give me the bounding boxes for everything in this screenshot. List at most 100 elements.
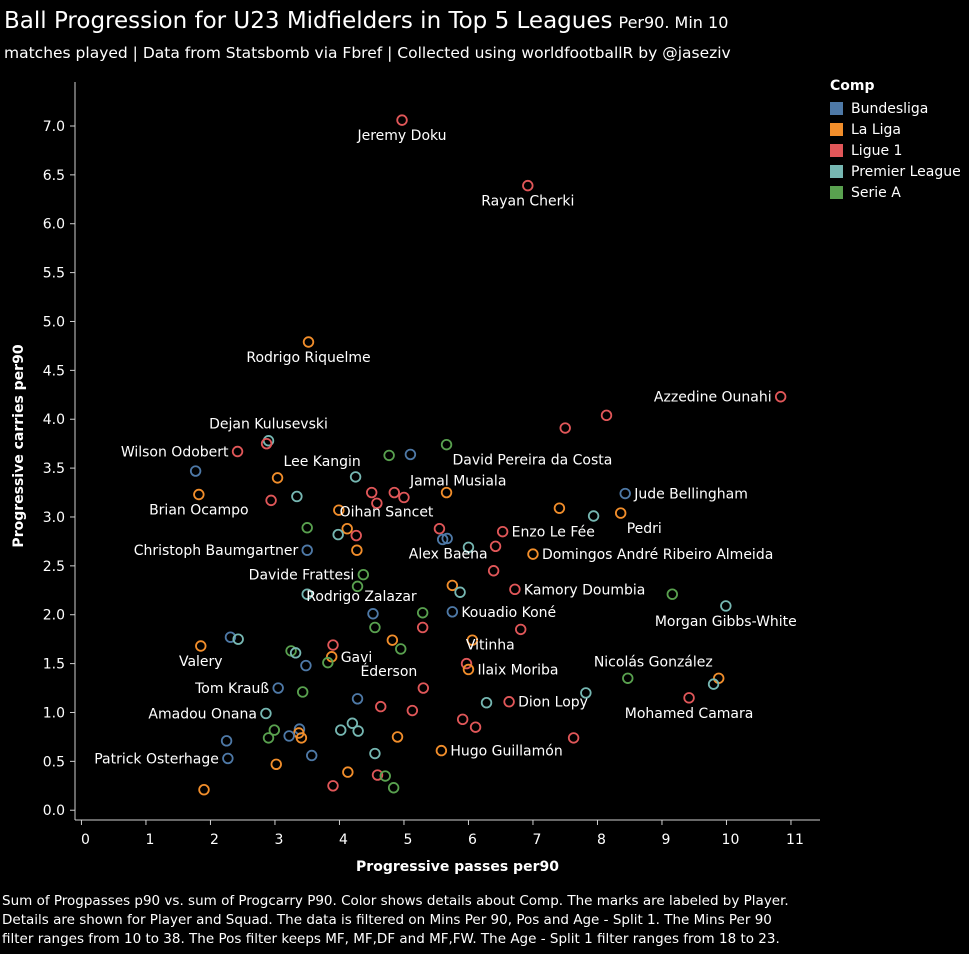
data-point — [322, 656, 334, 669]
chart-title-suffix: Per90. Min 10 — [618, 13, 729, 32]
x-tick-label: 9 — [662, 832, 671, 848]
chart-subtitle: matches played | Data from Statsbomb via… — [4, 44, 731, 62]
data-point — [367, 608, 379, 620]
data-point — [503, 696, 515, 708]
x-tick-label: 2 — [210, 832, 219, 848]
point-label: Amadou Onana — [148, 706, 257, 722]
point-label: Gavi — [341, 650, 373, 666]
data-point — [301, 544, 313, 556]
data-point — [265, 494, 277, 507]
data-point — [489, 540, 502, 553]
data-point — [296, 686, 309, 698]
data-point — [371, 769, 384, 781]
data-point — [587, 510, 600, 522]
data-point — [335, 724, 347, 736]
y-tick-label: 4.0 — [43, 412, 65, 428]
point-label: Tom Krauß — [194, 681, 269, 697]
data-point — [466, 634, 479, 646]
data-point — [416, 607, 429, 619]
legend-item-ligue-1[interactable]: Ligue 1 — [830, 140, 961, 161]
data-point — [283, 730, 295, 742]
x-tick-label: 3 — [274, 832, 283, 848]
data-point — [559, 422, 571, 434]
legend-label: Ligue 1 — [851, 142, 903, 159]
data-point — [272, 682, 284, 694]
data-point — [386, 634, 399, 646]
legend-item-la-liga[interactable]: La Liga — [830, 119, 961, 140]
data-point — [446, 606, 459, 618]
data-point — [302, 336, 315, 348]
legend-label: Bundesliga — [851, 100, 929, 117]
point-label: Ilaix Moriba — [477, 662, 558, 678]
x-tick-label: 8 — [597, 832, 606, 848]
data-point — [446, 579, 459, 592]
chart-title-main: Ball Progression for U23 Midfielders in … — [4, 8, 613, 34]
data-point — [462, 663, 475, 676]
data-point — [619, 487, 631, 500]
data-point — [713, 672, 725, 684]
x-tick-label: 4 — [339, 832, 348, 848]
data-point — [295, 732, 308, 744]
data-point — [406, 704, 419, 717]
data-point — [460, 657, 473, 670]
point-label: Azzedine Ounahi — [654, 390, 772, 406]
legend: Comp Bundesliga La Liga Ligue 1 Premier … — [830, 78, 961, 203]
x-tick-label: 6 — [468, 832, 477, 848]
data-point — [600, 409, 613, 422]
chart-caption: Sum of Progpasses p90 vs. sum of Progcar… — [2, 892, 962, 949]
x-axis-label: Progressive passes per90 — [356, 859, 559, 875]
point-label: Jude Bellingham — [633, 487, 748, 503]
x-tick-label: 0 — [81, 832, 90, 848]
data-point — [222, 752, 234, 765]
data-point — [454, 586, 466, 598]
data-point — [271, 472, 284, 484]
legend-swatch — [830, 165, 843, 178]
data-point — [291, 490, 303, 503]
point-label: Jeremy Doku — [356, 128, 446, 144]
y-tick-label: 0.0 — [43, 803, 65, 819]
point-label: Rodrigo Zalazar — [306, 589, 417, 605]
point-label: Morgan Gibbs-White — [655, 614, 797, 630]
data-point — [346, 717, 359, 729]
caption-line: filter ranges from 10 to 38. The Pos fil… — [2, 931, 780, 947]
data-point — [231, 445, 244, 458]
data-point — [232, 633, 244, 645]
legend-label: Serie A — [851, 184, 901, 201]
data-point — [301, 522, 313, 534]
point-label: Dejan Kulusevski — [209, 417, 328, 433]
data-point — [433, 523, 446, 535]
data-point — [350, 529, 362, 542]
legend-item-serie-a[interactable]: Serie A — [830, 182, 961, 203]
data-point — [553, 502, 566, 514]
data-point — [567, 732, 580, 744]
data-point — [357, 568, 370, 581]
data-point — [404, 448, 417, 461]
data-point — [720, 600, 732, 612]
y-tick-label: 5.5 — [43, 266, 65, 282]
data-point — [379, 770, 391, 782]
data-point — [351, 544, 363, 556]
point-label: Patrick Osterhage — [94, 751, 219, 767]
caption-line: Sum of Progpasses p90 vs. sum of Progcar… — [2, 893, 789, 909]
data-point — [332, 528, 344, 541]
data-point — [441, 532, 453, 545]
x-tick-label: 1 — [145, 832, 154, 848]
point-label: David Pereira da Costa — [453, 453, 613, 469]
point-label: Wilson Odobert — [121, 444, 229, 460]
x-tick-label: 5 — [404, 832, 413, 848]
data-point — [260, 437, 273, 450]
point-label: Valery — [179, 654, 223, 670]
legend-item-bundesliga[interactable]: Bundesliga — [830, 98, 961, 119]
data-point — [580, 687, 592, 699]
data-point — [369, 621, 381, 634]
data-point — [388, 486, 400, 499]
data-point — [391, 731, 404, 743]
data-point — [289, 647, 302, 659]
data-point — [195, 640, 207, 652]
point-label: Jamal Musiala — [409, 473, 506, 489]
legend-item-premier-league[interactable]: Premier League — [830, 161, 961, 182]
point-label: Brian Ocampo — [149, 502, 249, 518]
data-point — [371, 497, 383, 509]
data-point — [416, 621, 429, 634]
data-point — [436, 533, 449, 546]
